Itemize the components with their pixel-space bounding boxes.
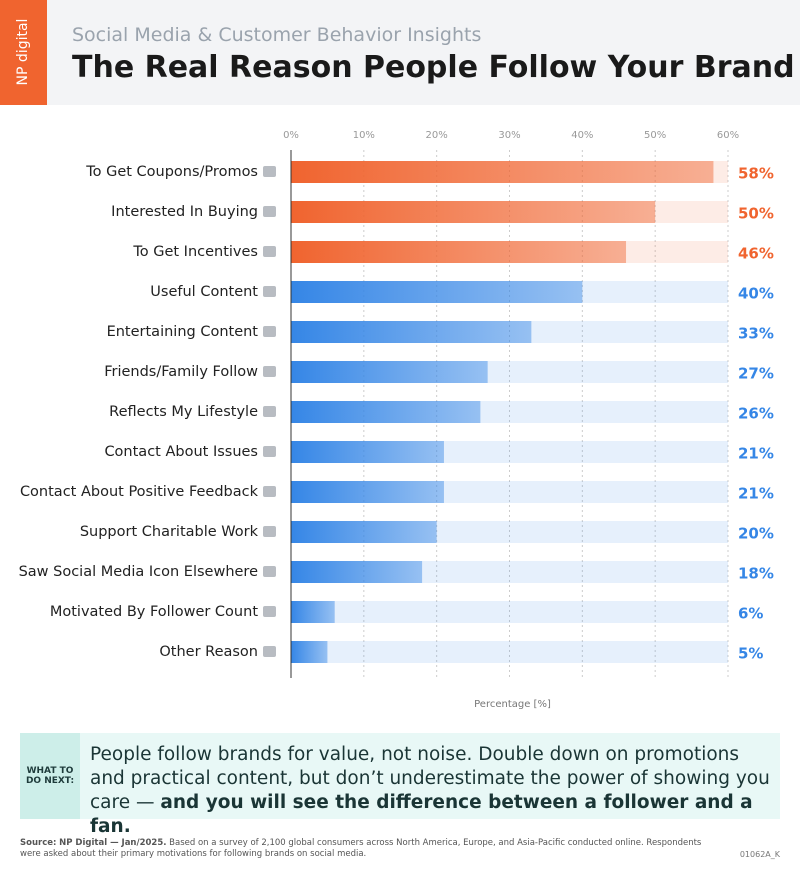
logo: NP digital [0, 0, 47, 105]
bar [291, 441, 444, 463]
chart: 0% 10% 20% 30% 40% 50% 60% To Get Coupons/Promo… [19, 130, 774, 710]
callout-label: WHAT TO DO NEXT: [20, 733, 80, 819]
category-icon [263, 206, 276, 217]
bar-track [291, 641, 728, 663]
callout-text: People follow brands for value, not nois… [90, 743, 770, 839]
category-icon [263, 366, 276, 377]
bar [291, 241, 627, 263]
category-icon [263, 166, 276, 177]
y-tick-label: Entertaining Content [107, 324, 259, 340]
bar [291, 521, 437, 543]
y-tick-label: Contact About Issues [104, 444, 258, 460]
callout-emphasis: and you will see the difference between … [90, 792, 753, 837]
value-label: 27% [738, 365, 774, 383]
callout: WHAT TO DO NEXT: People follow brands fo… [20, 733, 780, 837]
value-label: 6% [738, 605, 763, 623]
y-tick-label: Other Reason [159, 644, 258, 660]
category-icon [263, 326, 276, 337]
y-tick-label: Interested In Buying [111, 204, 258, 220]
x-tick-label: 60% [717, 130, 739, 141]
code: 01062A_K [739, 850, 780, 859]
value-label: 58% [738, 165, 774, 183]
category-icon [263, 606, 276, 617]
category-icon [263, 526, 276, 537]
bar [291, 361, 488, 383]
source-note: Based on a survey of 2,100 global consum… [20, 838, 702, 859]
category-icon [263, 486, 276, 497]
bar-track [291, 601, 728, 623]
x-tick-label: 10% [353, 130, 375, 141]
y-tick-label: Support Charitable Work [80, 524, 259, 540]
bar [291, 281, 583, 303]
value-label: 5% [738, 645, 763, 663]
x-tick-label: 20% [426, 130, 448, 141]
y-tick-label: Useful Content [150, 284, 258, 300]
bar [291, 481, 444, 503]
y-tick-label: Reflects My Lifestyle [109, 404, 258, 420]
x-tick-label: 40% [571, 130, 593, 141]
x-axis-label: Percentage [%] [474, 699, 551, 710]
subtitle: Social Media & Customer Behavior Insight… [72, 24, 482, 46]
value-label: 33% [738, 325, 774, 343]
logo-text: NP digital [15, 18, 31, 86]
bar [291, 401, 481, 423]
footer: Source: NP Digital — Jan/2025. Based on … [20, 838, 720, 860]
y-tick-label: Motivated By Follower Count [50, 604, 258, 620]
title: The Real Reason People Follow Your Brand [72, 50, 795, 85]
category-icon [263, 246, 276, 257]
category-icon [263, 646, 276, 657]
bar [291, 561, 423, 583]
value-label: 20% [738, 525, 774, 543]
header: NP digital Social Media & Customer Behav… [0, 0, 800, 105]
x-tick-label: 30% [498, 130, 520, 141]
category-icon [263, 446, 276, 457]
y-tick-label: To Get Coupons/Promos [85, 164, 258, 180]
x-tick-label: 0% [283, 130, 299, 141]
value-label: 18% [738, 565, 774, 583]
source: NP Digital — Jan/2025. [59, 838, 167, 848]
bar [291, 321, 532, 343]
category-icon [263, 286, 276, 297]
value-label: 21% [738, 445, 774, 463]
source-label: Source: [20, 838, 57, 848]
value-label: 21% [738, 485, 774, 503]
x-tick-label: 50% [644, 130, 666, 141]
y-tick-label: Friends/Family Follow [104, 364, 258, 380]
category-icon [263, 566, 276, 577]
bar [291, 201, 656, 223]
bar [291, 601, 335, 623]
y-tick-label: To Get Incentives [132, 244, 258, 260]
bar [291, 641, 328, 663]
y-tick-label: Saw Social Media Icon Elsewhere [19, 564, 259, 580]
category-icon [263, 406, 276, 417]
value-label: 50% [738, 205, 774, 223]
value-label: 26% [738, 405, 774, 423]
bar [291, 161, 714, 183]
callout-body: People follow brands for value, not nois… [90, 744, 770, 813]
value-label: 40% [738, 285, 774, 303]
y-tick-label: Contact About Positive Feedback [20, 484, 259, 500]
value-label: 46% [738, 245, 774, 263]
